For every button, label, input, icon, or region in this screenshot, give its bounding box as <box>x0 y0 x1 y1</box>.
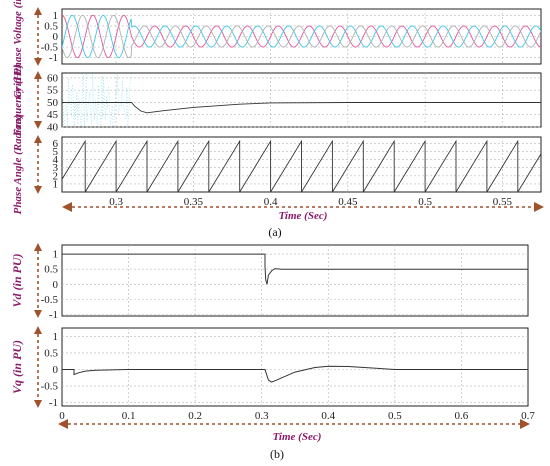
panel-frequency-grid <box>62 73 541 128</box>
ytick-label: -1 <box>49 397 58 409</box>
panel-frequency-traces <box>62 73 541 127</box>
vd-line <box>62 253 528 285</box>
panel-phase-angle-ylabel: Phase Angle (Radian) <box>12 115 24 215</box>
xtick-label: 0.1 <box>122 410 136 422</box>
time-arrow-a <box>62 202 544 212</box>
ylabel-arrowhead <box>34 326 42 334</box>
panel-phase-angle-traces <box>62 139 541 192</box>
voltage-phase-c-line <box>62 14 541 59</box>
ylabel-arrowhead <box>34 121 42 129</box>
phase-angle-line <box>62 139 541 192</box>
panel-vd-ylabel: Vd (in PU) <box>10 253 24 307</box>
ylabel-arrowhead <box>34 400 42 408</box>
ytick-label: 4 <box>53 154 59 166</box>
panel-frequency-axes <box>61 72 542 128</box>
xtick-label: 0.6 <box>455 410 469 422</box>
ytick-label: 60 <box>47 72 59 84</box>
xtick-label: 0.5 <box>418 196 432 208</box>
ylabel-arrowhead <box>34 186 42 194</box>
ytick-label: 5 <box>53 146 59 158</box>
caption-a: (a) <box>268 225 281 239</box>
ylabel-arrowhead <box>34 135 42 143</box>
ytick-label: 0 <box>53 364 59 376</box>
ytick-label: 1 <box>53 331 59 343</box>
time-arrow-b <box>58 419 530 429</box>
panel-vq-yticks: 1 0.5 0 -0.5 -1 <box>41 331 59 409</box>
ytick-label: 6 <box>53 138 59 150</box>
panel-voltage-yticks: 10.50-0.5-1 <box>41 10 59 64</box>
panel-vd-yticks: 1 0.5 0 -0.5 -1 <box>41 249 59 321</box>
frequency-line <box>62 102 541 114</box>
ytick-label: 0 <box>53 31 59 43</box>
voltage-phase-b-line <box>62 14 541 59</box>
ytick-label: 0.5 <box>44 20 58 32</box>
xtick-label: 0.4 <box>264 196 278 208</box>
ytick-label: 0.5 <box>44 347 58 359</box>
panel-vq-xticks: 0 0.1 0.2 0.3 0.4 0.5 0.6 0.7 <box>59 410 535 422</box>
caption-b: (b) <box>270 447 284 461</box>
ytick-label: 3 <box>53 162 59 174</box>
ytick-label: -0.5 <box>41 381 59 393</box>
ytick-label: 45 <box>47 109 59 121</box>
voltage-phase-a-line <box>62 14 541 59</box>
ylabel-arrowhead <box>34 243 42 251</box>
xtick-label: 0.45 <box>338 196 358 208</box>
vq-line <box>62 365 528 383</box>
xtick-label: 0.2 <box>188 410 202 422</box>
panel-vd-axes <box>61 244 529 317</box>
panel-vd-traces <box>62 253 528 285</box>
xtick-label: 0.3 <box>109 196 123 208</box>
ytick-label: 50 <box>47 97 59 109</box>
ylabel-arrowhead <box>34 71 42 79</box>
xlabel-b: Time (Sec) <box>273 431 322 443</box>
panel-vq-axes <box>61 327 529 407</box>
xtick-label: 0.3 <box>255 410 269 422</box>
ytick-label: -1 <box>49 309 58 321</box>
xtick-label: 0.5 <box>388 410 402 422</box>
ytick-label: 40 <box>47 122 59 134</box>
ytick-label: 0.5 <box>44 264 58 276</box>
panel-voltage-ylabel: Grid Phase Voltage (in PU) <box>12 0 24 99</box>
ytick-label: 0 <box>53 279 59 291</box>
xtick-label: 0.35 <box>184 196 204 208</box>
ytick-label: 1 <box>53 10 59 22</box>
xtick-label: 0.7 <box>521 410 535 422</box>
panel-frequency-ylabel: Frequency (Hz) <box>12 64 24 137</box>
ytick-label: 1 <box>53 178 59 190</box>
panel-voltage-traces <box>62 14 541 59</box>
ytick-label: 1 <box>53 249 59 261</box>
ylabel-arrowhead <box>34 58 42 66</box>
ytick-label: 2 <box>53 170 59 182</box>
panel-vq-traces <box>62 365 528 383</box>
xtick-label: 0.4 <box>321 410 335 422</box>
ylabel-arrows <box>34 7 42 408</box>
panel-vq-ylabel: Vq (in PU) <box>10 340 24 394</box>
ytick-label: -1 <box>49 52 58 64</box>
ytick-label: -0.5 <box>41 42 59 54</box>
xlabel-a: Time (Sec) <box>279 210 328 222</box>
panel-phase-angle-xticks: 0.3 0.35 0.4 0.45 0.5 0.55 <box>109 196 512 208</box>
xtick-label: 0 <box>59 410 65 422</box>
ylabel-arrowhead <box>34 7 42 15</box>
ylabel-arrowhead <box>34 310 42 318</box>
ytick-label: -0.5 <box>41 294 59 306</box>
ytick-label: 55 <box>47 85 59 97</box>
xtick-label: 0.55 <box>493 196 513 208</box>
